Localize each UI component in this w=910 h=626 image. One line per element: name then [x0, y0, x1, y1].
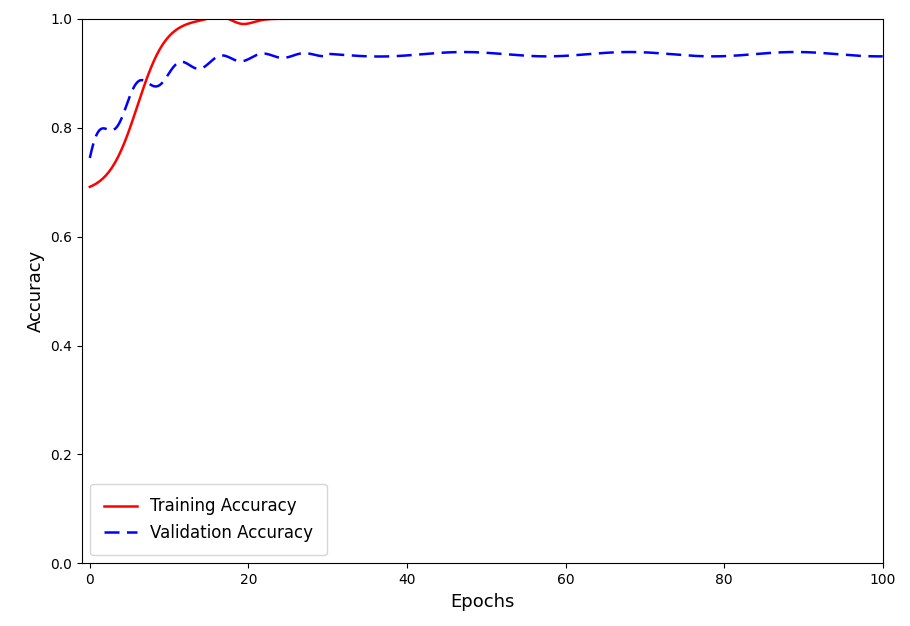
Legend: Training Accuracy, Validation Accuracy: Training Accuracy, Validation Accuracy — [90, 484, 327, 555]
Training Accuracy — [877, 15, 888, 23]
Validation Accuracy — [790, 48, 801, 56]
Line: Validation Accuracy: Validation Accuracy — [90, 52, 883, 158]
Training Accuracy — [213, 13, 224, 21]
Validation Accuracy — [556, 52, 567, 59]
Training Accuracy — [558, 15, 569, 23]
Validation Accuracy — [85, 154, 96, 162]
Validation Accuracy — [466, 48, 477, 56]
X-axis label: Epochs: Epochs — [450, 593, 514, 611]
Training Accuracy — [462, 15, 473, 23]
Validation Accuracy — [461, 48, 472, 56]
Training Accuracy — [468, 15, 479, 23]
Training Accuracy — [85, 183, 96, 190]
Training Accuracy — [860, 15, 871, 23]
Line: Training Accuracy: Training Accuracy — [90, 17, 883, 187]
Training Accuracy — [736, 15, 747, 23]
Validation Accuracy — [860, 53, 871, 60]
Training Accuracy — [515, 15, 526, 23]
Validation Accuracy — [877, 53, 888, 60]
Y-axis label: Accuracy: Accuracy — [26, 250, 45, 332]
Validation Accuracy — [734, 51, 745, 59]
Validation Accuracy — [513, 51, 524, 59]
